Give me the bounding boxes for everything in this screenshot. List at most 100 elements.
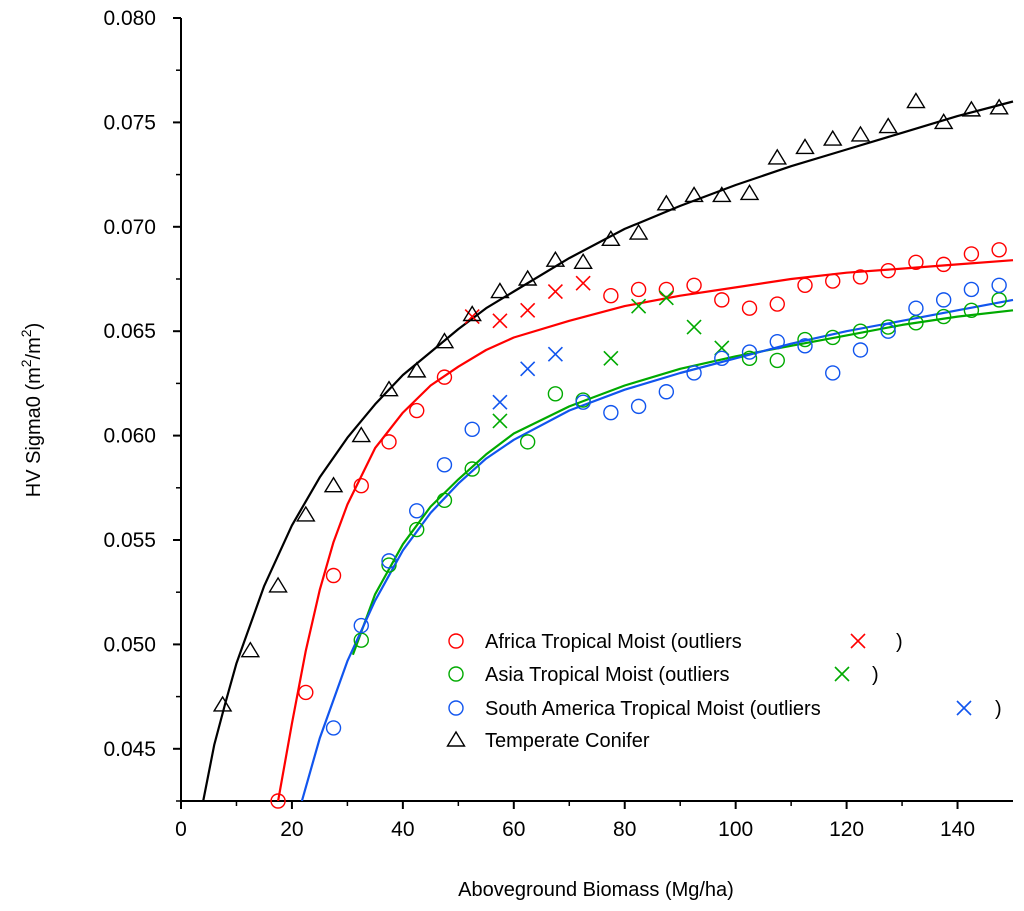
point-asia-tropical-moist: [852, 323, 869, 339]
point-temperate-conifer: [212, 695, 233, 712]
point-south-america-tropical-moist: [935, 292, 952, 308]
point-africa-tropical-moist: [686, 277, 702, 293]
point-temperate-conifer: [434, 332, 455, 349]
point-africa-tropical-moist: [935, 256, 952, 273]
point-asia-tropical-moist: [769, 352, 785, 369]
point-temperate-conifer: [989, 98, 1009, 115]
point-temperate-conifer: [490, 282, 510, 299]
y-tick-label: 0.045: [103, 738, 156, 761]
point-africa-tropical-moist: [908, 254, 924, 270]
point-temperate-conifer: [933, 113, 954, 130]
point-africa-tropical-moist: [436, 369, 453, 385]
point-temperate-conifer: [296, 505, 316, 522]
y-tick-label: 0.060: [103, 425, 156, 448]
outlier-africa-tropical-moist: [464, 309, 480, 325]
point-africa-tropical-moist: [714, 292, 730, 308]
point-temperate-conifer: [545, 250, 566, 267]
x-axis-title: Aboveground Biomass (Mg/ha): [458, 879, 734, 901]
point-africa-tropical-moist: [741, 300, 758, 316]
point-south-america-tropical-moist: [825, 365, 841, 381]
x-tick-label: 80: [613, 818, 636, 841]
point-asia-tropical-moist: [880, 319, 896, 335]
point-temperate-conifer: [961, 100, 982, 117]
point-asia-tropical-moist: [741, 350, 758, 367]
point-africa-tropical-moist: [270, 793, 286, 809]
point-asia-tropical-moist: [825, 329, 841, 346]
y-tick-label: 0.070: [103, 216, 156, 239]
point-south-america-tropical-moist: [880, 323, 896, 339]
legend-marker-africa-tropical-moist: [448, 633, 464, 649]
point-south-america-tropical-moist: [769, 333, 785, 350]
point-temperate-conifer: [822, 129, 843, 146]
fit-curve-temperate-conifer: [202, 100, 1014, 801]
outlier-asia-tropical-moist: [658, 290, 674, 306]
point-temperate-conifer: [351, 426, 372, 443]
point-asia-tropical-moist: [436, 492, 453, 509]
outlier-south-america-tropical-moist: [547, 346, 563, 362]
x-tick-label: 140: [940, 818, 975, 841]
legend: Africa Tropical Moist (outliers ) Asia T…: [446, 631, 1002, 752]
point-temperate-conifer: [573, 252, 593, 269]
point-temperate-conifer: [878, 117, 898, 134]
y-axis-title: HV Sigma0 (m2/m2): [18, 323, 45, 498]
fit-curve-asia-tropical-moist: [351, 309, 1014, 656]
outlier-asia-tropical-moist: [631, 298, 647, 314]
point-south-america-tropical-moist: [714, 350, 730, 367]
legend-outlier-marker-south-america-tropical-moist: [956, 700, 972, 716]
point-south-america-tropical-moist: [908, 300, 924, 316]
point-temperate-conifer: [406, 361, 427, 378]
point-temperate-conifer: [712, 186, 732, 203]
point-south-america-tropical-moist: [436, 457, 453, 473]
legend-marker-temperate-conifer: [446, 730, 466, 747]
legend-marker-asia-tropical-moist: [448, 666, 464, 682]
point-asia-tropical-moist: [547, 386, 564, 402]
y-tick-label: 0.075: [103, 111, 156, 134]
point-asia-tropical-moist: [519, 434, 536, 450]
point-south-america-tropical-moist: [325, 720, 342, 736]
y-tick-label: 0.050: [103, 633, 156, 656]
legend-label-africa: Africa Tropical Moist (outliers: [485, 631, 742, 653]
point-south-america-tropical-moist: [464, 421, 480, 438]
point-asia-tropical-moist: [991, 292, 1007, 308]
point-asia-tropical-moist: [464, 461, 480, 477]
fit-curves: [202, 100, 1014, 801]
point-south-america-tropical-moist: [991, 277, 1007, 293]
legend-outlier-marker-asia-tropical-moist: [834, 666, 850, 682]
point-temperate-conifer: [906, 92, 926, 109]
point-south-america-tropical-moist: [630, 398, 647, 415]
point-south-america-tropical-moist: [603, 404, 619, 421]
point-africa-tropical-moist: [630, 281, 647, 298]
data-markers: [212, 92, 1009, 809]
outlier-south-america-tropical-moist: [520, 361, 536, 377]
point-africa-tropical-moist: [769, 296, 785, 312]
outlier-south-america-tropical-moist: [492, 394, 508, 410]
outlier-africa-tropical-moist: [492, 313, 508, 329]
legend-close-south-america: ): [995, 698, 1002, 720]
point-temperate-conifer: [739, 184, 760, 201]
legend-marker-south-america-tropical-moist: [448, 700, 464, 716]
point-temperate-conifer: [656, 194, 677, 211]
legend-outlier-marker-africa-tropical-moist: [850, 633, 866, 649]
point-asia-tropical-moist: [935, 308, 952, 325]
point-asia-tropical-moist: [797, 331, 813, 348]
point-asia-tropical-moist: [381, 557, 397, 573]
point-south-america-tropical-moist: [658, 384, 675, 400]
x-tick-label: 20: [280, 818, 303, 841]
point-temperate-conifer: [268, 576, 288, 593]
point-south-america-tropical-moist: [381, 553, 397, 569]
point-temperate-conifer: [795, 138, 815, 155]
y-tick-label: 0.080: [103, 7, 156, 30]
outlier-africa-tropical-moist: [520, 302, 536, 318]
point-temperate-conifer: [462, 305, 482, 322]
x-tick-label: 120: [829, 818, 864, 841]
point-africa-tropical-moist: [825, 273, 841, 289]
axes: [180, 18, 1013, 802]
point-africa-tropical-moist: [353, 478, 369, 494]
legend-close-asia: ): [872, 664, 879, 686]
point-south-america-tropical-moist: [797, 338, 813, 354]
point-temperate-conifer: [379, 380, 399, 397]
point-south-america-tropical-moist: [353, 617, 369, 634]
outlier-asia-tropical-moist: [686, 319, 702, 335]
point-africa-tropical-moist: [298, 684, 314, 701]
outlier-asia-tropical-moist: [603, 350, 619, 366]
